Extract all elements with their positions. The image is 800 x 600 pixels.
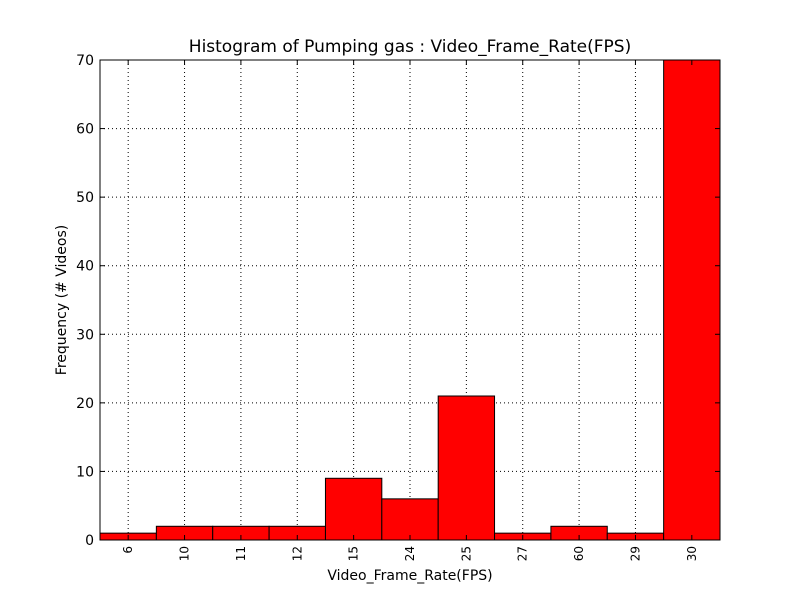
y-axis-label: Frequency (# Videos) <box>54 225 70 375</box>
x-tick-label: 12 <box>290 546 304 561</box>
axis-ticks <box>100 59 720 541</box>
y-tick-label: 70 <box>76 53 94 69</box>
x-tick-label: 15 <box>347 546 361 561</box>
bar-25 <box>437 395 496 541</box>
x-tick-label: 6 <box>121 546 135 554</box>
bar-15 <box>324 477 383 541</box>
y-tick-label: 40 <box>76 259 94 275</box>
y-tick-label: 20 <box>76 396 94 412</box>
y-tick-label: 30 <box>76 327 94 343</box>
x-tick-label: 60 <box>572 546 586 561</box>
x-tick-label: 29 <box>628 546 642 561</box>
bar-30 <box>663 59 721 541</box>
x-tick-label: 25 <box>459 546 473 561</box>
x-tick-labels: 6 10 11 12 15 24 25 27 60 29 30 <box>121 546 699 561</box>
x-tick-label: 11 <box>234 546 248 561</box>
x-axis-label: Video_Frame_Rate(FPS) <box>327 568 492 584</box>
y-tick-label: 50 <box>76 190 94 206</box>
y-tick-label: 10 <box>76 464 94 480</box>
y-tick-labels: 0 10 20 30 40 50 60 70 <box>76 53 94 549</box>
grid-lines <box>100 59 720 541</box>
x-tick-label: 24 <box>403 546 417 561</box>
x-tick-label: 27 <box>516 546 530 561</box>
y-tick-label: 60 <box>76 122 94 138</box>
bar-24 <box>381 498 439 541</box>
chart-title: Histogram of Pumping gas : Video_Frame_R… <box>189 37 631 57</box>
x-tick-label: 30 <box>685 546 699 561</box>
x-tick-label: 10 <box>178 546 192 561</box>
y-tick-label: 0 <box>85 533 94 549</box>
